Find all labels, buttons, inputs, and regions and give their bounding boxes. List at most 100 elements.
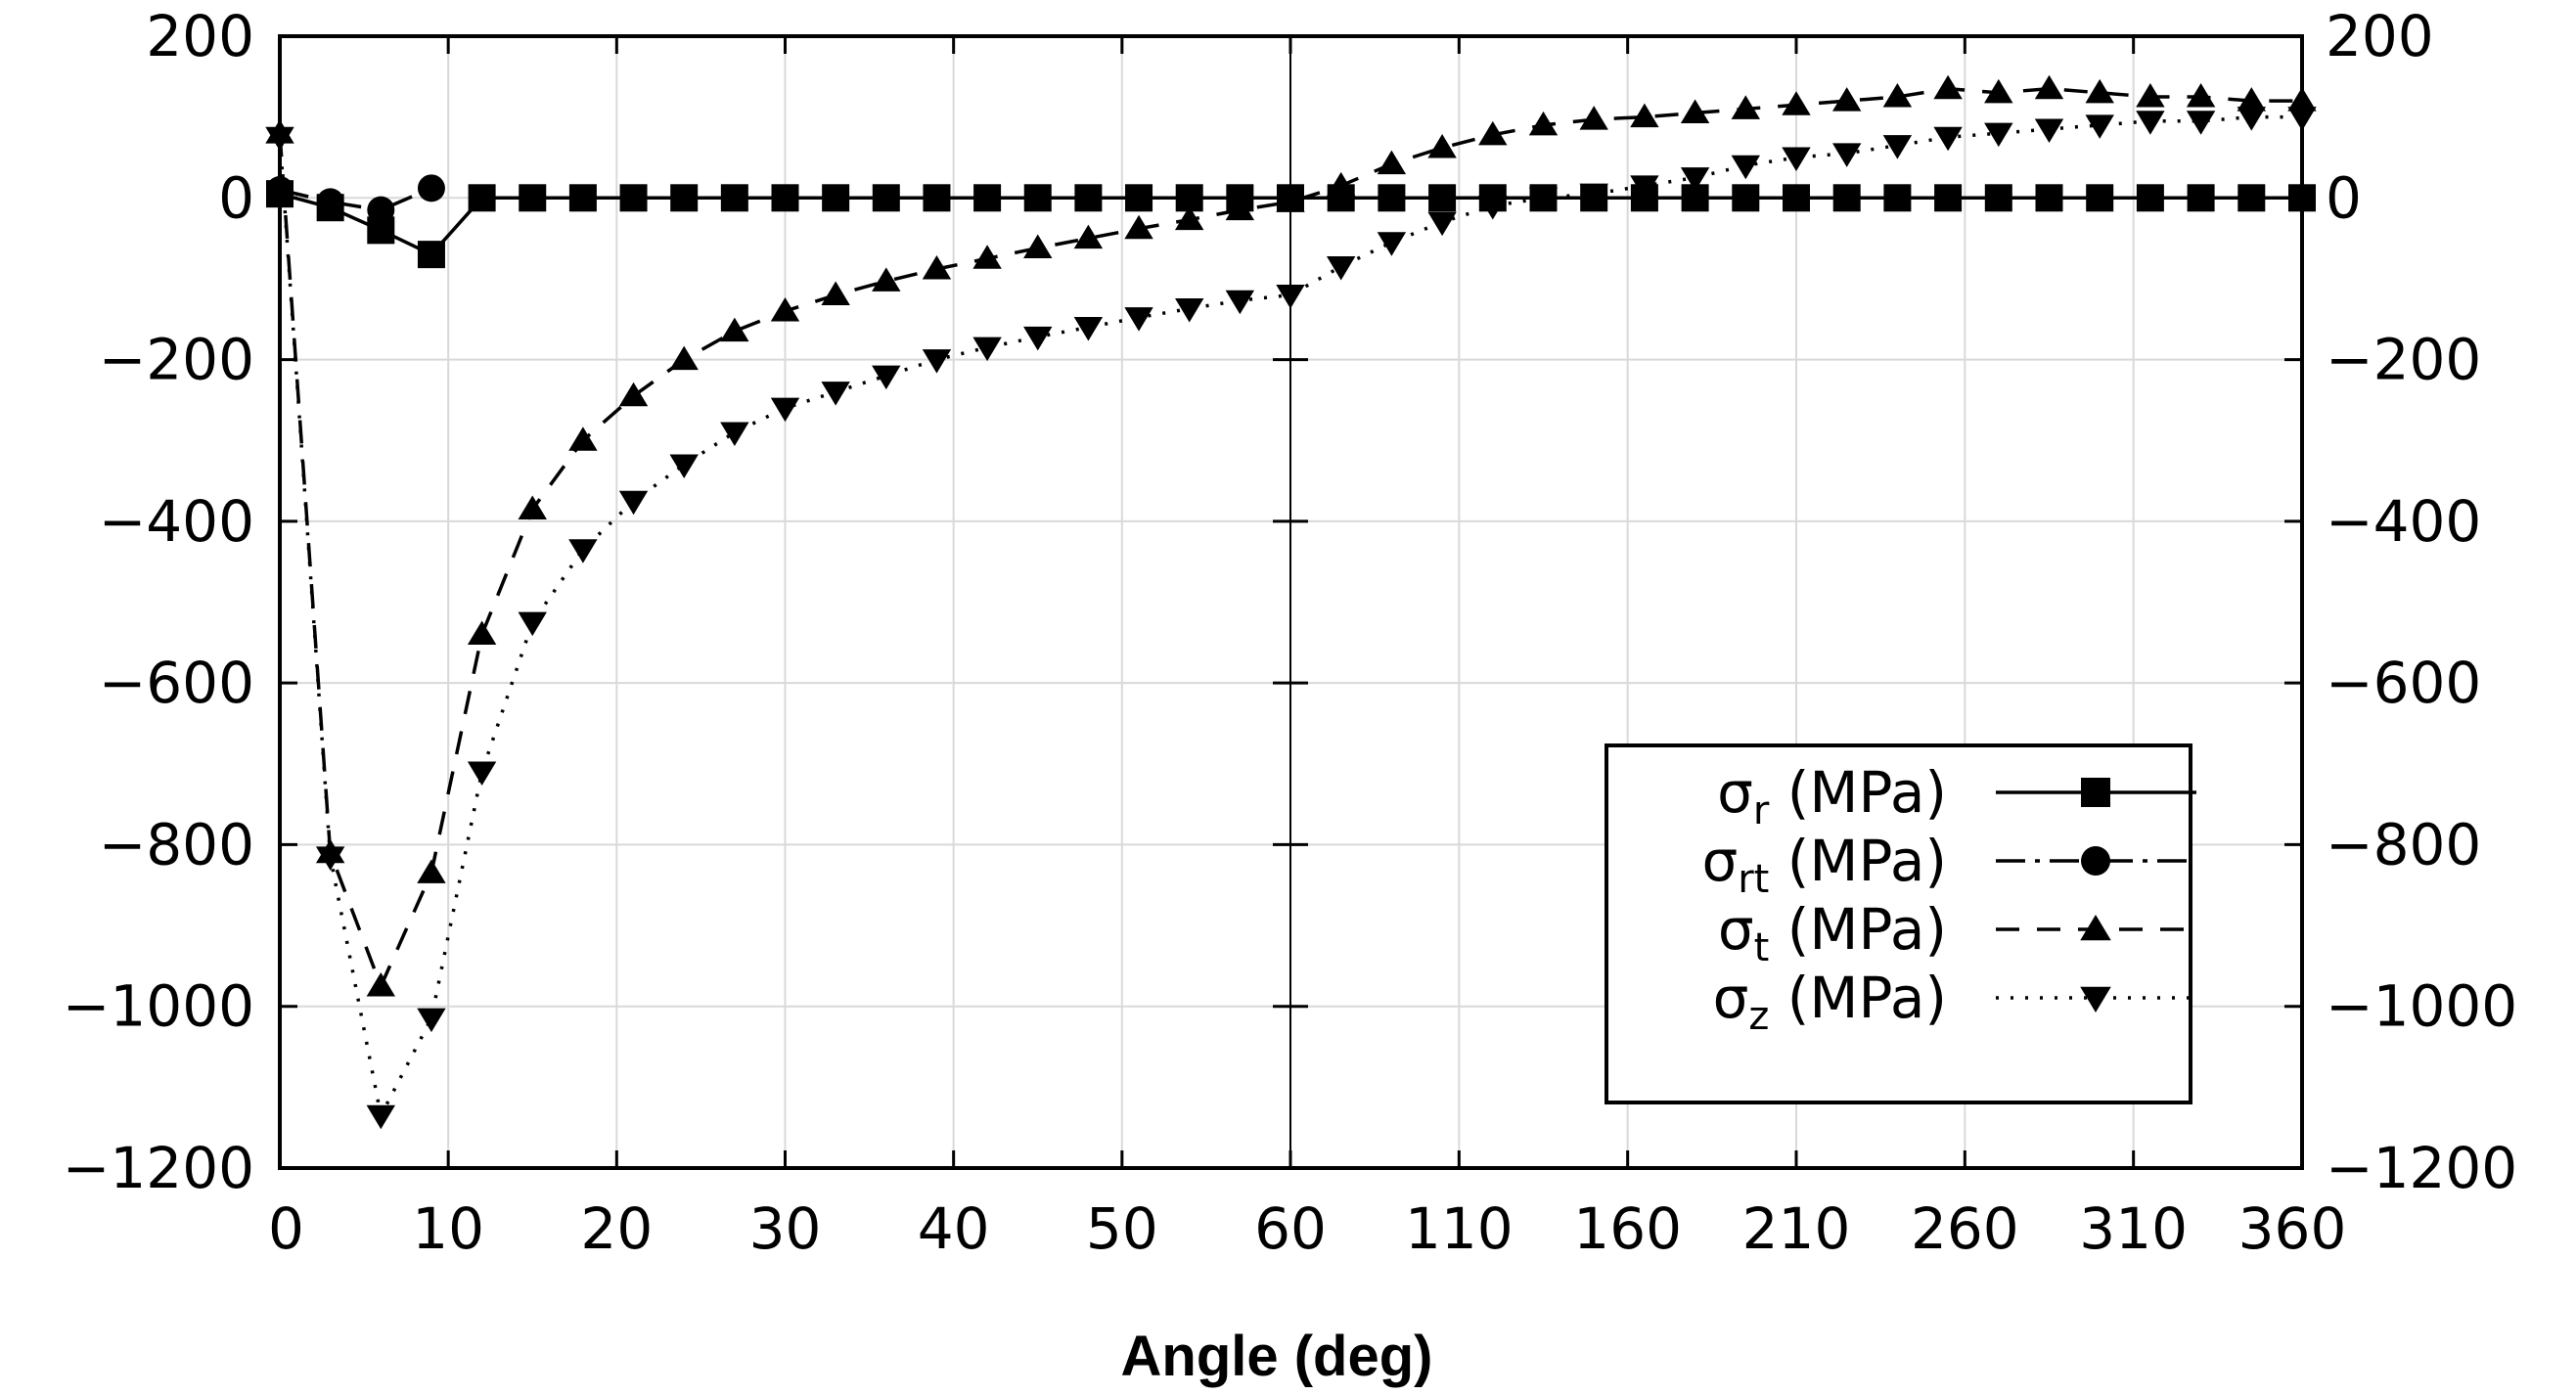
data-point	[568, 427, 598, 451]
data-point	[2034, 118, 2064, 144]
data-point	[872, 184, 900, 212]
data-point	[1377, 150, 1407, 175]
data-point	[670, 184, 699, 212]
data-point	[2287, 107, 2317, 131]
data-point	[1782, 147, 1811, 171]
data-point	[1783, 184, 1810, 212]
data-point	[1073, 317, 1104, 341]
data-point	[2136, 111, 2165, 135]
data-point	[1428, 184, 1457, 212]
data-point	[1732, 184, 1760, 212]
data-point	[367, 196, 395, 224]
data-point	[2287, 87, 2317, 112]
data-point	[1528, 187, 1559, 212]
legend-entry: σt (MPa)	[1718, 896, 2196, 970]
x-tick-label: 360	[2238, 1195, 2347, 1262]
x-tick-label: 30	[749, 1195, 822, 1262]
data-point	[1327, 256, 1356, 281]
data-point	[1023, 326, 1053, 351]
legend-label: σz (MPa)	[1713, 965, 1947, 1039]
data-point	[1378, 184, 1406, 212]
data-point	[1478, 196, 1508, 220]
data-point	[1327, 171, 1356, 197]
x-tick-label: 40	[918, 1195, 990, 1262]
data-point	[1832, 184, 1861, 212]
legend-entries: σr (MPa)σrt (MPa)σt (MPa)σz (MPa)	[1701, 759, 2196, 1039]
data-point	[669, 454, 699, 479]
data-point	[1478, 120, 1508, 146]
data-point	[1175, 205, 1204, 231]
data-point	[467, 761, 497, 787]
data-point	[2136, 184, 2164, 212]
y-tick-label-left: 0	[218, 164, 254, 231]
data-point	[2136, 82, 2165, 108]
data-point	[1731, 95, 1760, 119]
y-tick-label-right: −800	[2326, 811, 2481, 878]
data-point	[1276, 188, 1305, 212]
data-point	[519, 184, 547, 212]
data-point	[1680, 167, 1710, 192]
data-point	[2237, 184, 2266, 212]
data-point	[1882, 135, 1913, 159]
legend-marker	[2080, 915, 2111, 941]
data-point	[1579, 183, 1608, 208]
x-tick-label: 160	[1573, 1195, 1682, 1262]
data-point	[518, 611, 547, 637]
data-point	[366, 1104, 395, 1130]
data-point	[417, 241, 445, 269]
data-point	[417, 859, 446, 883]
data-point	[1579, 106, 1608, 130]
data-point	[821, 382, 850, 406]
data-point	[2035, 184, 2063, 212]
y-tick-label-right: −200	[2326, 327, 2481, 393]
y-tick-label-right: 200	[2326, 3, 2434, 69]
data-point	[1276, 284, 1305, 309]
data-point	[872, 365, 901, 390]
data-point	[2187, 184, 2215, 212]
data-point	[821, 281, 850, 305]
data-point	[770, 397, 800, 423]
data-point	[922, 255, 952, 280]
data-point	[669, 345, 699, 371]
legend-entry: σr (MPa)	[1717, 759, 2196, 833]
x-tick-label: 210	[1742, 1195, 1851, 1262]
data-point	[1528, 111, 1559, 136]
data-point	[2237, 107, 2266, 131]
data-point	[1933, 126, 1963, 152]
data-point	[1427, 134, 1457, 158]
data-point	[1073, 224, 1104, 249]
data-point	[972, 337, 1002, 362]
x-tick-label: 10	[412, 1195, 484, 1262]
y-tick-label-left: −400	[99, 488, 254, 555]
data-point	[1933, 74, 1963, 100]
data-point	[720, 422, 749, 446]
data-point	[2237, 87, 2266, 112]
data-point	[2288, 184, 2316, 212]
data-point	[366, 972, 395, 997]
x-tick-label: 310	[2079, 1195, 2188, 1262]
data-point	[468, 184, 496, 212]
legend-marker	[2081, 846, 2110, 876]
y-tick-label-right: −1000	[2326, 973, 2517, 1040]
y-tick-label-right: −600	[2326, 650, 2481, 716]
data-point	[1377, 232, 1407, 256]
data-point	[771, 184, 799, 212]
legend-label: σr (MPa)	[1717, 759, 1947, 833]
data-point	[922, 349, 952, 374]
data-point	[1427, 211, 1457, 237]
y-tick-label-right: 0	[2326, 164, 2362, 231]
data-point	[2086, 184, 2114, 212]
x-tick-label: 260	[1911, 1195, 2019, 1262]
legend-marker	[2081, 778, 2110, 807]
data-point	[770, 296, 800, 322]
data-point	[2186, 82, 2216, 108]
data-point	[1984, 78, 2013, 104]
data-point	[2085, 114, 2114, 139]
data-point	[1832, 87, 1862, 112]
data-point	[1984, 184, 2012, 212]
legend-entry: σrt (MPa)	[1701, 828, 2196, 902]
y-tick-label-left: −1200	[63, 1135, 254, 1201]
y-tick-label-right: −400	[2326, 488, 2481, 555]
data-point	[1630, 175, 1659, 200]
